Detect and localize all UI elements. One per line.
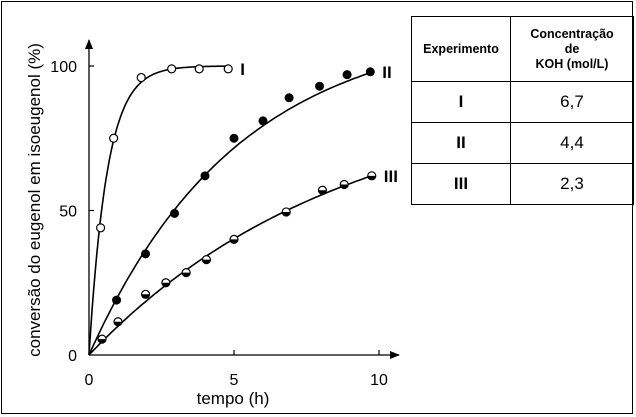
series-label-II: II bbox=[382, 63, 391, 82]
row-experiment: I bbox=[411, 81, 511, 123]
data-point-III bbox=[161, 278, 171, 288]
series-label-III: III bbox=[384, 167, 398, 186]
data-point-II bbox=[200, 171, 210, 181]
data-point-II bbox=[315, 81, 325, 91]
row-concentration: 6,7 bbox=[510, 81, 634, 123]
series-curve-II bbox=[88, 72, 371, 356]
series-label-I: I bbox=[240, 60, 245, 79]
table-header-row: Experimento Concentração de KOH (mol/L) bbox=[411, 16, 634, 82]
table-row: III 2,3 bbox=[411, 163, 634, 205]
data-point-II bbox=[141, 249, 151, 259]
row-experiment: II bbox=[411, 122, 511, 164]
data-point-III bbox=[181, 268, 191, 278]
data-point-III bbox=[367, 171, 377, 181]
x-tick-label: 0 bbox=[85, 372, 94, 389]
header-concentracao-line-1: Concentração bbox=[530, 26, 614, 41]
y-tick-label: 50 bbox=[59, 204, 77, 221]
data-point-I bbox=[194, 64, 204, 74]
data-point-III bbox=[140, 289, 151, 299]
series-curve-III bbox=[88, 175, 373, 356]
data-point-I bbox=[109, 133, 119, 143]
data-point-III bbox=[97, 334, 107, 344]
data-point-II bbox=[342, 70, 352, 80]
header-concentracao-line-2: de bbox=[564, 41, 580, 56]
data-point-II bbox=[258, 116, 268, 126]
curve-layer bbox=[88, 65, 373, 356]
data-point-III bbox=[229, 234, 239, 244]
data-point-III bbox=[113, 317, 123, 327]
data-point-I bbox=[223, 64, 233, 74]
point-layer bbox=[95, 64, 377, 344]
y-axis-label: conversão do eugenol em isoeugenol (%) bbox=[25, 43, 44, 357]
row-experiment: III bbox=[411, 163, 511, 205]
series-curve-I bbox=[88, 65, 230, 356]
x-axis-label: tempo (h) bbox=[197, 389, 270, 408]
data-point-III bbox=[339, 179, 349, 190]
y-tick-label: 0 bbox=[68, 348, 77, 365]
data-point-I bbox=[95, 223, 106, 233]
x-tick-label: 10 bbox=[370, 372, 388, 389]
data-point-I bbox=[167, 64, 177, 74]
header-concentracao-line-3: KOH (mol/L) bbox=[535, 56, 609, 71]
data-point-I bbox=[136, 72, 146, 83]
table-row: II 4,4 bbox=[411, 122, 634, 164]
y-tick-label: 100 bbox=[50, 59, 77, 76]
header-experimento: Experimento bbox=[411, 16, 511, 82]
row-concentration: 4,4 bbox=[510, 122, 634, 164]
data-point-II bbox=[284, 93, 294, 103]
data-point-III bbox=[317, 185, 328, 195]
x-tick-label: 5 bbox=[230, 372, 239, 389]
data-point-II bbox=[170, 208, 180, 218]
data-point-II bbox=[112, 295, 122, 305]
data-point-III bbox=[281, 207, 291, 217]
row-concentration: 2,3 bbox=[510, 163, 634, 205]
table-row: I 6,7 bbox=[411, 81, 634, 123]
concentration-table: Experimento Concentração de KOH (mol/L) … bbox=[411, 16, 634, 205]
header-concentracao: Concentração de KOH (mol/L) bbox=[510, 16, 634, 82]
data-point-II bbox=[365, 67, 375, 77]
data-point-III bbox=[201, 255, 212, 265]
data-point-II bbox=[229, 133, 239, 143]
